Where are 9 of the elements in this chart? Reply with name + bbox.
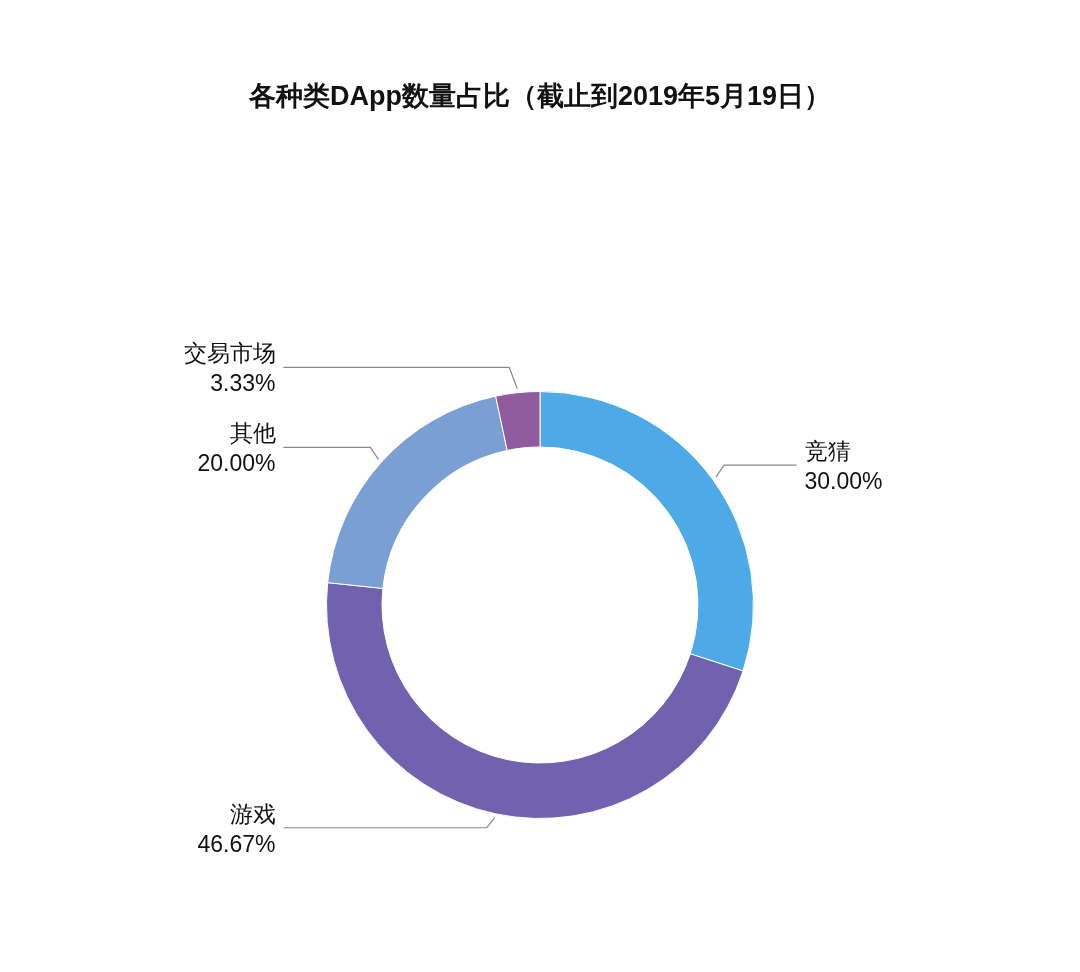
data-label: 3.33% [210,370,276,397]
slice-label: 竞猜 [804,438,851,465]
slice-label: 其他 [229,420,276,447]
data-label: 20.00% [197,450,276,477]
data-label: 46.67% [197,830,276,857]
slice-label: 游戏 [229,800,276,827]
data-label: 30.00% [804,468,883,494]
slice-label: 交易市场 [183,340,276,367]
chart-title: 各种类DApp数量占比（截止到2019年5月19日） [247,81,832,112]
